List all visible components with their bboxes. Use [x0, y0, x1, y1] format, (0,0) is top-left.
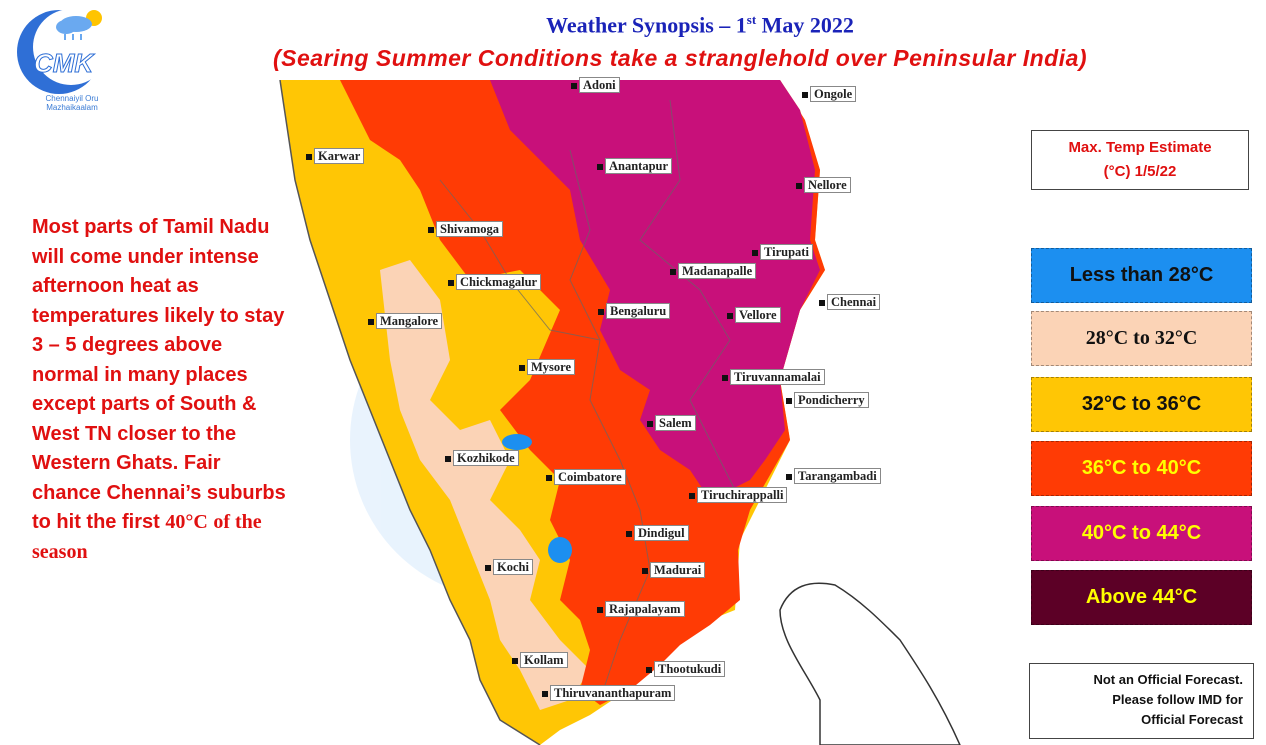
- disclaimer: Not an Official Forecast. Please follow …: [1029, 663, 1254, 739]
- city-chennai: Chennai: [819, 294, 881, 310]
- city-ongole: Ongole: [802, 86, 857, 102]
- svg-text:CMK: CMK: [34, 48, 95, 78]
- city-kozhikode: Kozhikode: [445, 450, 519, 466]
- logo-tagline: Chennaiyil Oru Mazhaikaalam: [45, 94, 99, 112]
- city-nellore: Nellore: [796, 177, 851, 193]
- logo-crescent-icon: CMK: [17, 9, 109, 94]
- city-bengaluru: Bengaluru: [598, 303, 671, 319]
- reservoir-1: [502, 434, 532, 450]
- cmk-logo: CMK Chennaiyil Oru Mazhaikaalam: [4, 2, 114, 117]
- legend-item-lt-28: Less than 28°C: [1031, 248, 1252, 303]
- city-adoni: Adoni: [571, 77, 620, 93]
- city-mysore: Mysore: [519, 359, 576, 375]
- city-thootukudi: Thootukudi: [646, 661, 726, 677]
- legend-item-32-36: 32°C to 36°C: [1031, 377, 1252, 432]
- page-title: Weather Synopsis – 1st May 2022: [546, 12, 854, 38]
- legend-item-28-32: 28°C to 32°C: [1031, 311, 1252, 366]
- city-tirupati: Tirupati: [752, 244, 813, 260]
- city-kollam: Kollam: [512, 652, 568, 668]
- city-anantapur: Anantapur: [597, 158, 673, 174]
- city-tiruvannamalai: Tiruvannamalai: [722, 369, 825, 385]
- reservoir-2: [548, 537, 572, 563]
- page-subtitle: (Searing Summer Conditions take a strang…: [272, 45, 1088, 71]
- city-shivamoga: Shivamoga: [428, 221, 504, 237]
- city-mangalore: Mangalore: [368, 313, 443, 329]
- city-tarangambadi: Tarangambadi: [786, 468, 881, 484]
- city-coimbatore: Coimbatore: [546, 469, 626, 485]
- city-salem: Salem: [647, 415, 696, 431]
- city-madanapalle: Madanapalle: [670, 263, 757, 279]
- city-pondicherry: Pondicherry: [786, 392, 869, 408]
- city-kochi: Kochi: [485, 559, 533, 575]
- city-tiruchirappalli: Tiruchirappalli: [689, 487, 788, 503]
- city-madurai: Madurai: [642, 562, 706, 578]
- city-thiruvananthapuram: Thiruvananthapuram: [542, 685, 676, 701]
- city-dindigul: Dindigul: [626, 525, 689, 541]
- city-vellore: Vellore: [727, 307, 781, 323]
- legend-item-36-40: 36°C to 40°C: [1031, 441, 1252, 496]
- legend-item-40-44: 40°C to 44°C: [1031, 506, 1252, 561]
- temperature-map: [279, 80, 961, 745]
- forecast-description: Most parts of Tamil Nadu will come under…: [32, 216, 286, 563]
- legend-item-gt-44: Above 44°C: [1031, 570, 1252, 625]
- city-chickmagalur: Chickmagalur: [448, 274, 542, 290]
- coastline: [279, 80, 541, 745]
- legend-title: Max. Temp Estimate (°C) 1/5/22: [1031, 130, 1249, 190]
- region-28-32: [380, 260, 590, 710]
- region-40-44: [490, 80, 820, 500]
- city-rajapalayam: Rajapalayam: [597, 601, 685, 617]
- city-karwar: Karwar: [306, 148, 365, 164]
- sri-lanka-outline: [779, 582, 961, 745]
